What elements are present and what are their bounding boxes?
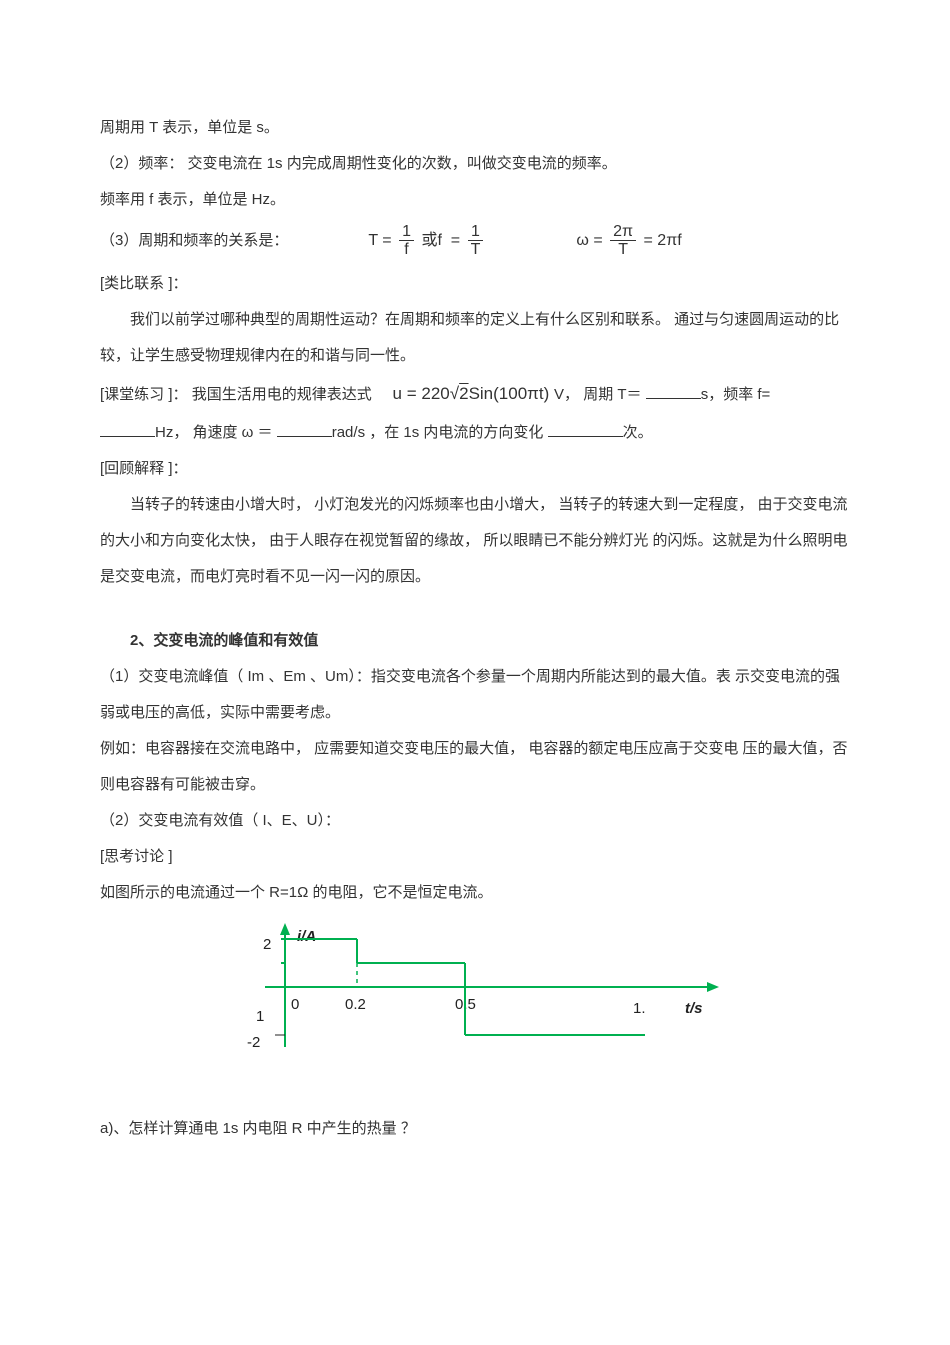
xtick-1: 1.	[633, 1000, 646, 1017]
current-diagram-wrap: i/A t/s 2 1 -2 0 0.2 0.5 1.	[100, 917, 850, 1101]
y-axis-label: i/A	[297, 928, 316, 945]
frac-1-over-f: 1 f	[399, 223, 414, 259]
frac-1-over-T: 1 T	[468, 223, 484, 259]
text-freq-def: 频率用 f 表示，单位是 Hz。	[100, 182, 850, 218]
formula-eq1: =	[382, 232, 391, 249]
frac-den-T2: T	[610, 241, 636, 259]
relation-label: （3）周期和频率的关系是：	[100, 223, 368, 259]
review-label: [回顾解释 ]：	[100, 451, 850, 487]
frac-num-1b: 1	[468, 223, 484, 242]
formula-eq2: =	[451, 232, 460, 249]
current-diagram: i/A t/s 2 1 -2 0 0.2 0.5 1.	[215, 917, 735, 1087]
frac-den-T: T	[468, 241, 484, 259]
document-page: 周期用 T 表示，单位是 s。 （2）频率： 交变电流在 1s 内完成周期性变化…	[0, 0, 950, 1345]
exercise-line2: Hz， 角速度 ω ＝ rad/s ，在 1s 内电流的方向变化 次。	[100, 415, 850, 451]
analogy-label-text: [类比联系 ]：	[100, 275, 188, 292]
review-body-1: 当转子的转速由小增大时， 小灯泡发光的闪烁频率也由小增大， 当转子的转速大到一定…	[130, 496, 753, 513]
blank-omega	[277, 421, 332, 437]
blank-period	[646, 383, 701, 399]
peak-line-1: （1）交变电流峰值（ Im 、Em 、Um）：指交变电流各个参量一个周期内所能达…	[100, 668, 731, 685]
formula-2pif: 2πf	[657, 232, 681, 249]
discuss-label-text: [思考讨论 ]	[100, 848, 173, 865]
formula-or: 或f	[421, 232, 441, 249]
blank-times	[548, 421, 623, 437]
formula-eq4: =	[644, 232, 653, 249]
question-a: a)、怎样计算通电 1s 内电阻 R 中产生的热量 ？	[100, 1111, 850, 1147]
exercise-label: [课堂练习 ]：	[100, 386, 188, 403]
blank-freq	[100, 421, 155, 437]
exercise-times: 次。	[623, 424, 653, 441]
analogy-label: [类比联系 ]：	[100, 266, 850, 302]
peak-example: 例如：电容器接在交流电路中， 应需要知道交变电压的最大值， 电容器的额定电压应高…	[100, 731, 850, 803]
exercise-rads: rad/s ，在 1s 内电流的方向变化	[332, 424, 548, 441]
text-period-def: 周期用 T 表示，单位是 s。	[100, 110, 850, 146]
peak-line: （1）交变电流峰值（ Im 、Em 、Um）：指交变电流各个参量一个周期内所能达…	[100, 659, 850, 731]
exercise-formula-sqrt: 2	[459, 384, 468, 403]
review-body: 当转子的转速由小增大时， 小灯泡发光的闪烁频率也由小增大， 当转子的转速大到一定…	[100, 487, 850, 595]
section-2-title-text: 2、交变电流的峰值和有效值	[130, 632, 318, 649]
x-axis-arrow	[707, 982, 719, 992]
exercise-formula: u = 220√2Sin(100πt)	[393, 384, 554, 403]
x-axis-label: t/s	[685, 1000, 703, 1017]
peak-ex-1: 例如：电容器接在交流电路中， 应需要知道交变电压的最大值， 电容器的额定电压应高…	[100, 740, 738, 757]
xtick-02: 0.2	[345, 996, 366, 1013]
text-freq-heading: （2）频率： 交变电流在 1s 内完成周期性变化的次数，叫做交变电流的频率。	[100, 146, 850, 182]
exercise-s: s，频率 f=	[701, 386, 771, 403]
ytick-2: 2	[263, 936, 271, 953]
review-label-text: [回顾解释 ]：	[100, 460, 188, 477]
exercise-formula-u: u = 220	[393, 384, 450, 403]
formula-omega: ω	[576, 232, 589, 249]
frac-den-f: f	[399, 241, 414, 259]
exercise-mid: V， 周期 T＝	[554, 386, 646, 403]
frac-2pi-over-T: 2π T	[610, 223, 636, 259]
ytick-1: 1	[256, 1008, 264, 1025]
section-2-title: 2、交变电流的峰值和有效值	[100, 623, 850, 659]
ytick-neg2: -2	[247, 1034, 260, 1051]
exercise-hz: Hz， 角速度 ω ＝	[155, 424, 277, 441]
frac-num-2pi: 2π	[610, 223, 636, 242]
exercise-formula-sin: Sin(100πt)	[469, 384, 550, 403]
xtick-0: 0	[291, 996, 299, 1013]
y-axis-arrow	[280, 923, 290, 935]
analogy-body: 我们以前学过哪种典型的周期性运动？在周期和频率的定义上有什么区别和联系。 通过与…	[100, 302, 850, 374]
relation-formula-1: T = 1 f 或f = 1 T	[368, 222, 486, 260]
formula-eq3: =	[593, 232, 602, 249]
relation-formula-2: ω = 2π T = 2πf	[576, 222, 681, 260]
discuss-label: [思考讨论 ]	[100, 839, 850, 875]
discuss-body: 如图所示的电流通过一个 R=1Ω 的电阻，它不是恒定电流。	[100, 875, 850, 911]
relation-row: （3）周期和频率的关系是： T = 1 f 或f = 1 T ω = 2π T …	[100, 222, 850, 260]
frac-num-1: 1	[399, 223, 414, 242]
exercise-line1: [课堂练习 ]： 我国生活用电的规律表达式 u = 220√2Sin(100πt…	[100, 374, 850, 415]
formula-T: T	[368, 232, 377, 249]
exercise-prefix: 我国生活用电的规律表达式	[192, 386, 372, 403]
rms-line: （2）交变电流有效值（ I、E、U）：	[100, 803, 850, 839]
